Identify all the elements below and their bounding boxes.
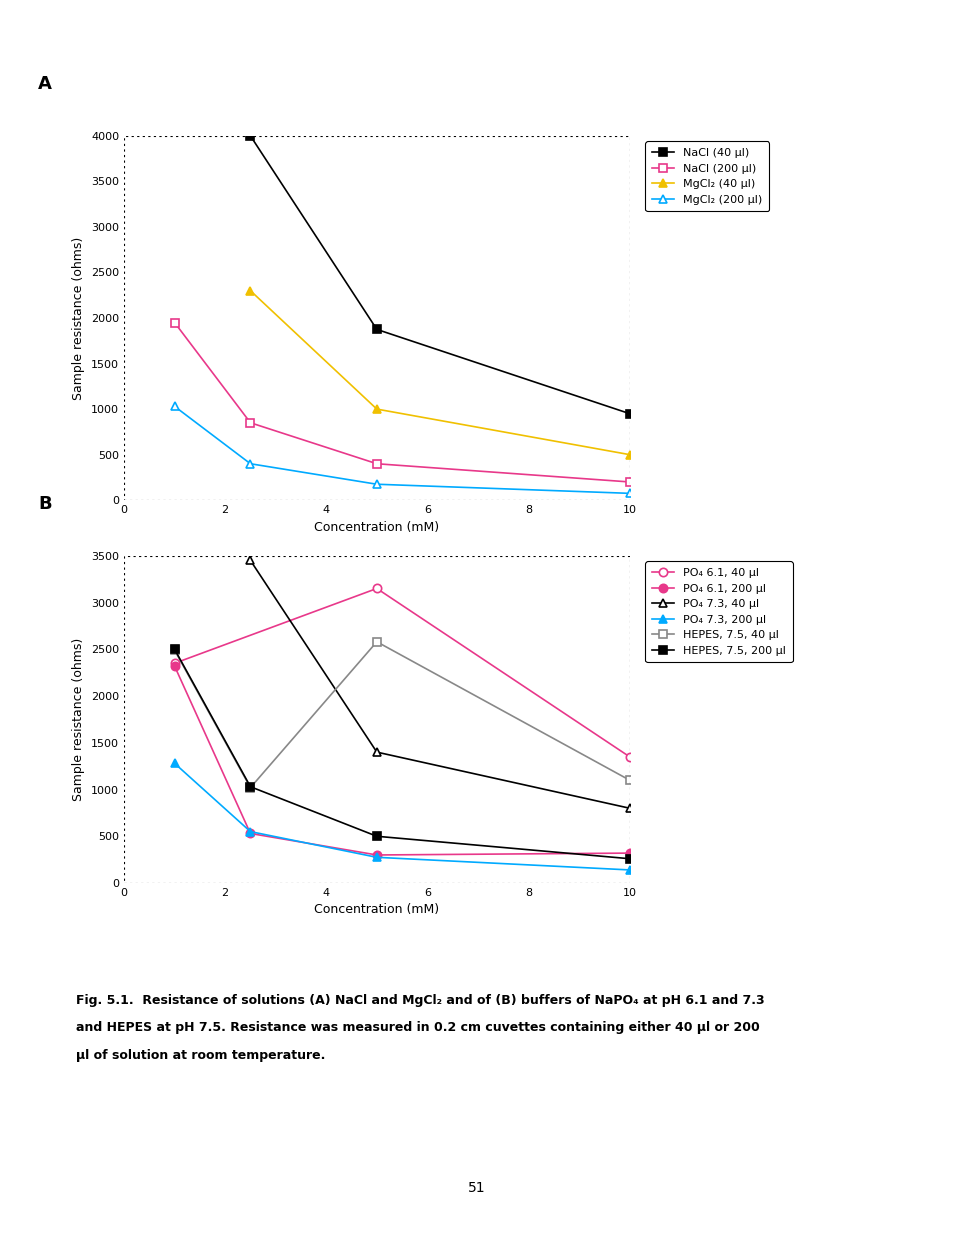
Text: Fig. 5.1.  Resistance of solutions (A) NaCl and MgCl₂ and of (B) buffers of NaPO: Fig. 5.1. Resistance of solutions (A) Na… [76, 994, 764, 1008]
Text: B: B [38, 494, 51, 513]
X-axis label: Concentration (mM): Concentration (mM) [314, 521, 439, 534]
Legend: PO₄ 6.1, 40 µl, PO₄ 6.1, 200 µl, PO₄ 7.3, 40 µl, PO₄ 7.3, 200 µl, HEPES, 7.5, 40: PO₄ 6.1, 40 µl, PO₄ 6.1, 200 µl, PO₄ 7.3… [644, 561, 792, 662]
Text: 51: 51 [468, 1182, 485, 1195]
Y-axis label: Sample resistance (ohms): Sample resistance (ohms) [72, 236, 86, 400]
Text: µl of solution at room temperature.: µl of solution at room temperature. [76, 1049, 325, 1062]
Text: and HEPES at pH 7.5. Resistance was measured in 0.2 cm cuvettes containing eithe: and HEPES at pH 7.5. Resistance was meas… [76, 1021, 760, 1035]
Text: A: A [38, 74, 52, 93]
Y-axis label: Sample resistance (ohms): Sample resistance (ohms) [72, 637, 86, 802]
Legend: NaCl (40 µl), NaCl (200 µl), MgCl₂ (40 µl), MgCl₂ (200 µl): NaCl (40 µl), NaCl (200 µl), MgCl₂ (40 µ… [644, 141, 768, 211]
X-axis label: Concentration (mM): Concentration (mM) [314, 904, 439, 916]
